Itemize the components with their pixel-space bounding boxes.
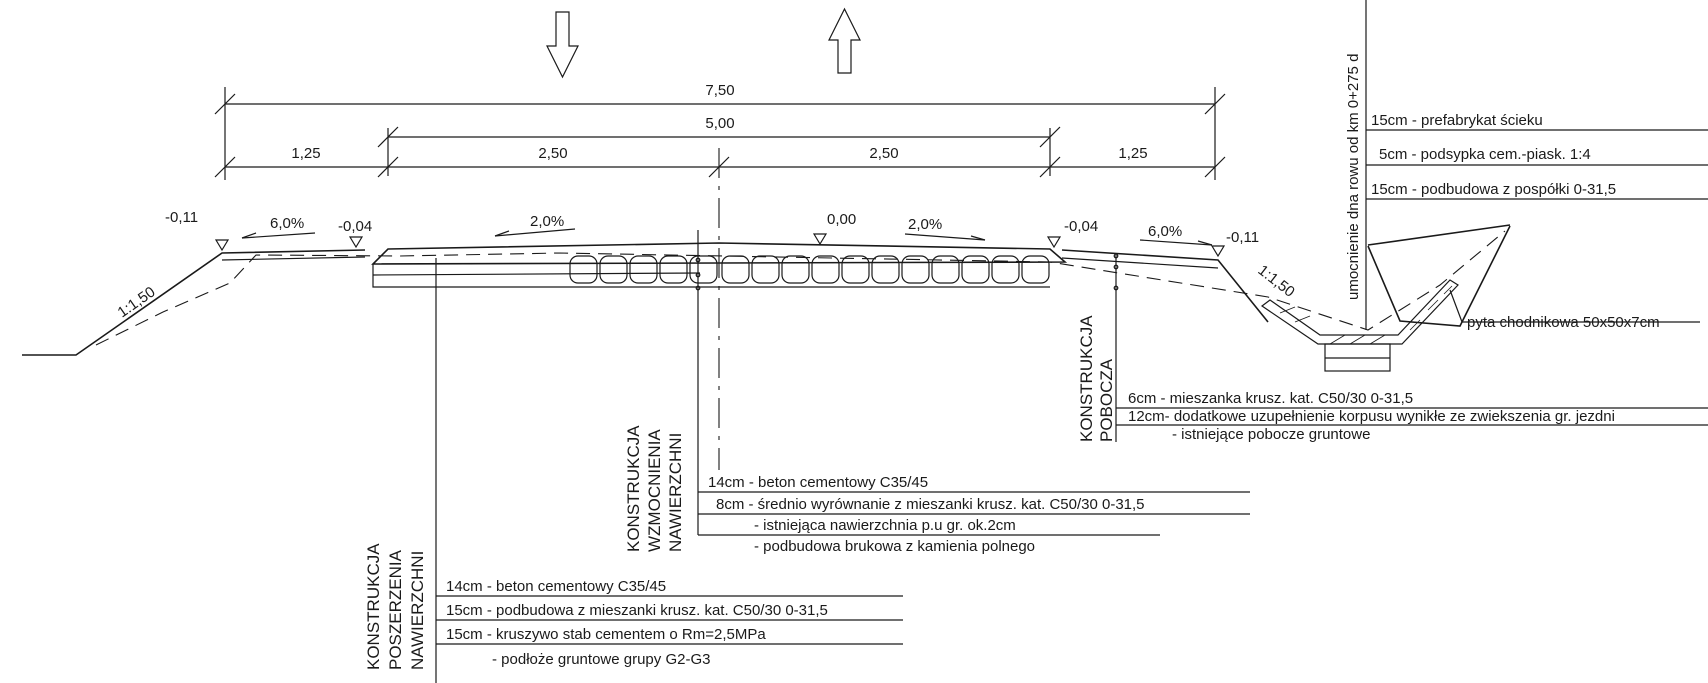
widening-layer-2: 15cm - podbudowa z mieszanki krusz. kat.… <box>446 602 828 619</box>
direction-arrow-up-icon <box>828 7 861 74</box>
ditch-layer-2: 5cm - podsypka cem.-piask. 1:4 <box>1379 146 1591 163</box>
elev-left-inner: -0,04 <box>338 218 372 235</box>
dim-lane-right: 2,50 <box>869 145 898 162</box>
shoulder-layer-1: 6cm - mieszanka krusz. kat. C50/30 0-31,… <box>1128 390 1413 407</box>
slope-right-embankment: 1:1,50 <box>1255 262 1298 301</box>
ditch-layer-table <box>1365 0 1708 330</box>
reinforcement-title-line-3: NAWIERZCHNI <box>666 433 685 552</box>
shoulder-title-line-1: KONSTRUKCJA <box>1077 315 1096 442</box>
ditch-layer-1: 15cm - prefabrykat ścieku <box>1371 112 1543 129</box>
reinforcement-layer-3: - istniejąca nawierzchnia p.u gr. ok.2cm <box>754 517 1016 534</box>
dim-lane-left: 2,50 <box>538 145 567 162</box>
reinforcement-layer-1: 14cm - beton cementowy C35/45 <box>708 474 928 491</box>
road-surface-profile <box>22 224 1511 356</box>
shoulder-layer-2: 12cm- dodatkowe uzupełnienie korpusu wyn… <box>1128 408 1615 425</box>
dimension-lines <box>214 87 1226 180</box>
widening-layer-1: 14cm - beton cementowy C35/45 <box>446 578 666 595</box>
slope-left-lane: 2,0% <box>530 213 564 230</box>
widening-construction-table <box>436 595 903 645</box>
slope-right-shoulder: 6,0% <box>1148 223 1182 240</box>
dim-left-shoulder: 1,25 <box>291 145 320 162</box>
shoulder-construction-table <box>1116 407 1708 426</box>
widening-layer-3: 15cm - kruszywo stab cementem o Rm=2,5MP… <box>446 626 766 643</box>
slope-left-shoulder: 6,0% <box>270 215 304 232</box>
direction-arrow-down-icon <box>546 11 579 79</box>
dim-right-shoulder: 1,25 <box>1118 145 1147 162</box>
dim-total: 7,50 <box>705 82 734 99</box>
elev-left-outer: -0,11 <box>165 209 198 226</box>
ditch-layer-3: 15cm - podbudowa z pospółki 0-31,5 <box>1371 181 1616 198</box>
reinforcement-title-line-2: WZMOCNIENIA <box>645 429 664 552</box>
widening-layer-4: - podłoże gruntowe grupy G2-G3 <box>492 651 710 668</box>
widening-title-line-1: KONSTRUKCJA <box>364 543 383 670</box>
existing-terrain-dashed-line <box>95 230 1506 346</box>
elev-right-inner: -0,04 <box>1064 218 1098 235</box>
ditch-slab-label: pyta chodnikowa 50x50x7cm <box>1467 314 1660 331</box>
dim-lane-total: 5,00 <box>705 115 734 132</box>
shoulder-layer-3: - istniejące pobocze gruntowe <box>1172 426 1370 443</box>
leader-lines <box>435 230 1119 683</box>
reinforcement-layer-2: 8cm - średnio wyrównanie z mieszanki kru… <box>716 496 1145 513</box>
slope-arrows <box>241 228 1213 246</box>
reinforcement-construction-table <box>698 491 1250 536</box>
widening-title-line-3: NAWIERZCHNI <box>408 551 427 670</box>
reinforcement-layer-4: - podbudowa brukowa z kamienia polnego <box>754 538 1035 555</box>
ditch-lining <box>1260 279 1700 372</box>
elev-axis: 0,00 <box>827 211 856 228</box>
field-stone-subbase <box>569 255 1050 284</box>
ditch-vertical-label: umocnienie dna rowu od km 0+275 d <box>1345 54 1362 300</box>
reinforcement-title-line-1: KONSTRUKCJA <box>624 425 643 552</box>
shoulder-title-line-2: POBOCZA <box>1097 358 1116 442</box>
elev-right-outer: -0,11 <box>1226 229 1259 246</box>
slope-right-lane: 2,0% <box>908 216 942 233</box>
widening-title-line-2: POSZERZENIA <box>386 549 405 670</box>
elevation-markers <box>214 233 1226 258</box>
